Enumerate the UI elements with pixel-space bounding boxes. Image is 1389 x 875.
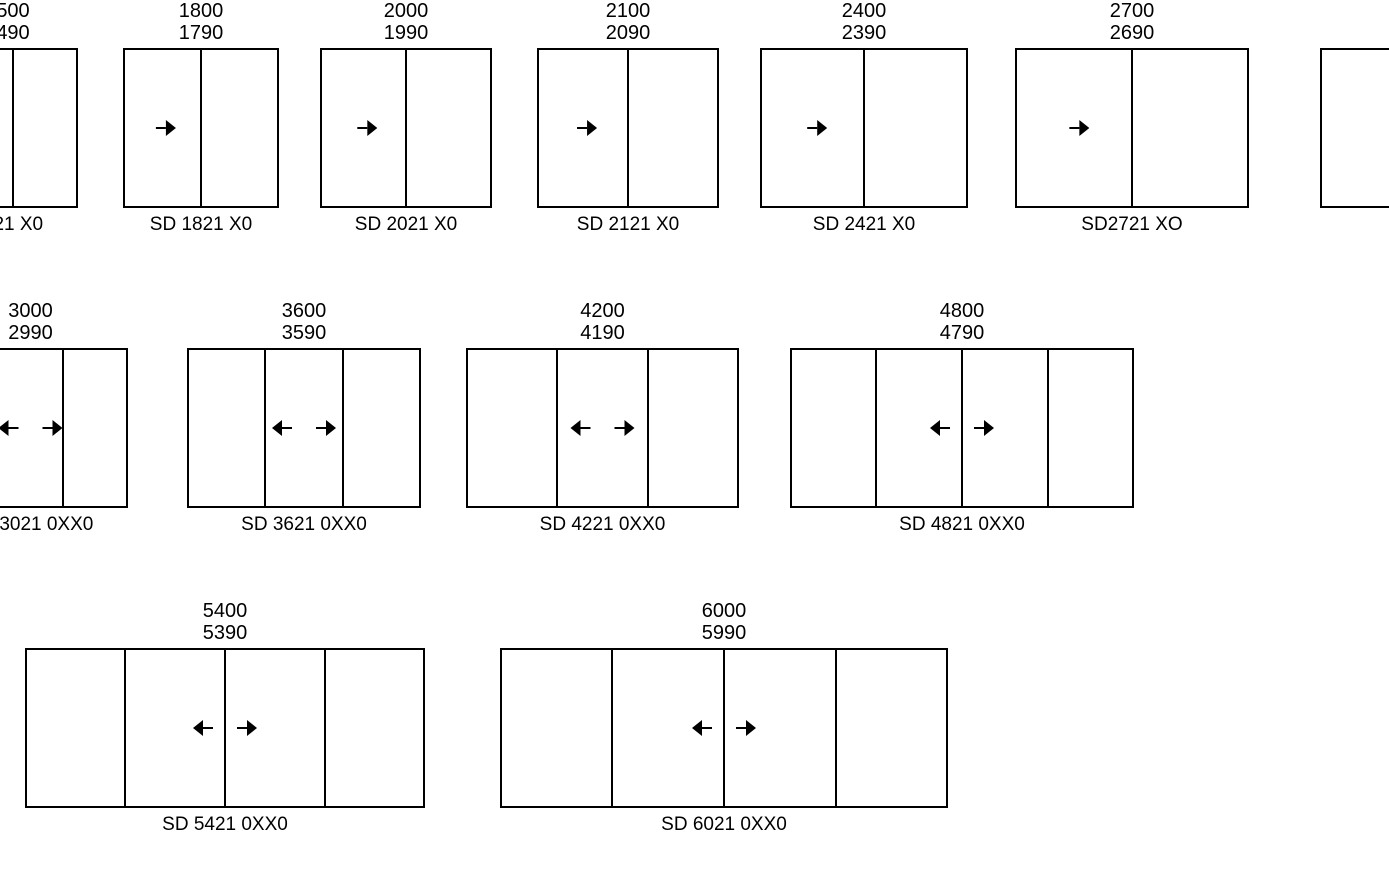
dimension-actual: 5390 [25,622,425,644]
dimension-actual: 490 [0,22,78,44]
dimension-nominal: 3000 [0,300,128,322]
product-code: 521 X0 [0,214,78,236]
dimension-actual: 1790 [123,22,279,44]
dimension-actual: 2390 [760,22,968,44]
door-schematic [1015,48,1249,208]
product-code: SD2721 XO [1015,214,1249,236]
product-code: SD 2121 X0 [537,214,719,236]
door-unit-d2100: 21002090 SD 2121 X0 [537,0,719,236]
dimension-stack: 54005390 [25,600,425,644]
dimension-nominal: 1800 [123,0,279,22]
dimension-nominal: 2400 [760,0,968,22]
door-schematic [537,48,719,208]
door-unit-d_cut [1320,0,1389,208]
product-code: SD 1821 X0 [123,214,279,236]
door-unit-d4800: 48004790 SD 4821 0XX0 [790,300,1134,536]
dimension-stack: 27002690 [1015,0,1249,44]
dimension-actual: 4190 [466,322,739,344]
door-unit-d3600: 36003590 SD 3621 0XX0 [187,300,421,536]
door-unit-d2000: 20001990 SD 2021 X0 [320,0,492,236]
dimension-stack: 60005990 [500,600,948,644]
dimension-stack: 42004190 [466,300,739,344]
door-unit-d4200: 42004190 SD 4221 0XX0 [466,300,739,536]
dimension-nominal: 5400 [25,600,425,622]
dimension-nominal: 2000 [320,0,492,22]
door-unit-d1800: 18001790 SD 1821 X0 [123,0,279,236]
door-schematic [187,348,421,508]
door-schematic [466,348,739,508]
product-code: SD 3021 0XX0 [0,514,128,536]
product-code: SD 6021 0XX0 [500,814,948,836]
product-code: SD 5421 0XX0 [25,814,425,836]
door-unit-d5400: 54005390 SD 5421 0XX0 [25,600,425,836]
door-schematic [0,348,128,508]
dimension-nominal: 6000 [500,600,948,622]
dimension-nominal: 2700 [1015,0,1249,22]
product-code: SD 3621 0XX0 [187,514,421,536]
dimension-stack: 500490 [0,0,78,44]
door-unit-d3000: 30002990 SD 3021 0XX0 [0,300,128,536]
door-schematic [25,648,425,808]
dimension-nominal: 4800 [790,300,1134,322]
dimension-actual: 4790 [790,322,1134,344]
dimension-nominal: 2100 [537,0,719,22]
door-schematic [760,48,968,208]
dimension-stack: 36003590 [187,300,421,344]
door-schematic [500,648,948,808]
product-code: SD 4221 0XX0 [466,514,739,536]
dimension-stack: 48004790 [790,300,1134,344]
door-unit-d2700: 27002690 SD2721 XO [1015,0,1249,236]
dimension-stack: 20001990 [320,0,492,44]
dimension-actual: 1990 [320,22,492,44]
dimension-stack: 30002990 [0,300,128,344]
dimension-actual: 2090 [537,22,719,44]
dimension-actual: 2990 [0,322,128,344]
door-schematic [0,48,78,208]
product-code: SD 4821 0XX0 [790,514,1134,536]
dimension-stack: 18001790 [123,0,279,44]
dimension-actual: 5990 [500,622,948,644]
dimension-nominal: 500 [0,0,78,22]
door-schematic [1320,48,1389,208]
diagram-canvas: 500490 521 X0 18001790 SD 1821 X0 20001990… [0,0,1389,875]
dimension-actual: 3590 [187,322,421,344]
door-unit-d2400: 24002390 SD 2421 X0 [760,0,968,236]
dimension-stack: 24002390 [760,0,968,44]
dimension-nominal: 3600 [187,300,421,322]
door-schematic [320,48,492,208]
door-unit-d6000: 60005990 SD 6021 0XX0 [500,600,948,836]
dimension-actual: 2690 [1015,22,1249,44]
dimension-nominal: 4200 [466,300,739,322]
door-schematic [790,348,1134,508]
product-code: SD 2021 X0 [320,214,492,236]
door-unit-d1500: 500490 521 X0 [0,0,78,236]
door-schematic [123,48,279,208]
dimension-stack: 21002090 [537,0,719,44]
product-code: SD 2421 X0 [760,214,968,236]
